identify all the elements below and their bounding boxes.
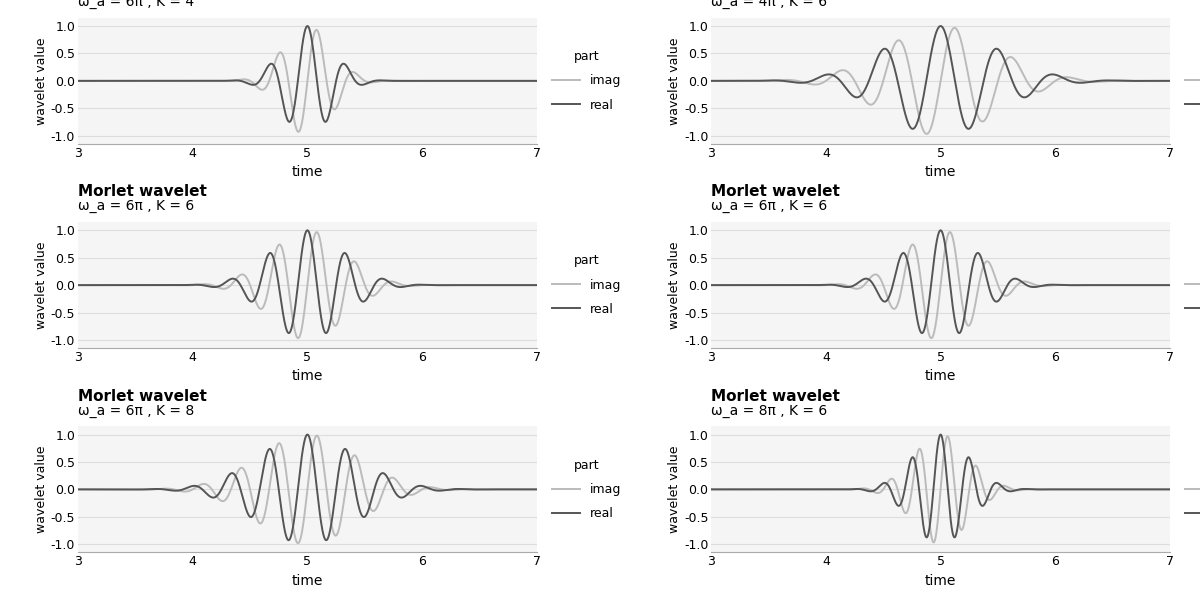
Text: Morlet wavelet: Morlet wavelet [712,388,840,404]
Text: Morlet wavelet: Morlet wavelet [712,184,840,200]
Text: Morlet wavelet: Morlet wavelet [78,388,206,404]
Text: ω_a = 6π , K = 6: ω_a = 6π , K = 6 [78,199,194,213]
X-axis label: time: time [292,369,323,384]
Text: Morlet wavelet: Morlet wavelet [78,184,206,200]
Y-axis label: wavelet value: wavelet value [35,37,48,125]
Legend: imag, real: imag, real [552,459,622,520]
X-axis label: time: time [925,165,956,179]
Text: ω_a = 6π , K = 4: ω_a = 6π , K = 4 [78,0,194,9]
Text: ω_a = 8π , K = 6: ω_a = 8π , K = 6 [712,403,828,418]
Y-axis label: wavelet value: wavelet value [668,241,682,329]
X-axis label: time: time [292,165,323,179]
Legend: imag, real: imag, real [1186,254,1200,316]
Legend: imag, real: imag, real [1186,459,1200,520]
X-axis label: time: time [292,574,323,587]
Y-axis label: wavelet value: wavelet value [35,446,48,533]
Legend: imag, real: imag, real [1186,50,1200,112]
Legend: imag, real: imag, real [552,50,622,112]
Legend: imag, real: imag, real [552,254,622,316]
Y-axis label: wavelet value: wavelet value [668,446,682,533]
X-axis label: time: time [925,574,956,587]
Text: ω_a = 4π , K = 6: ω_a = 4π , K = 6 [712,0,827,9]
X-axis label: time: time [925,369,956,384]
Y-axis label: wavelet value: wavelet value [35,241,48,329]
Text: ω_a = 6π , K = 6: ω_a = 6π , K = 6 [712,199,828,213]
Text: ω_a = 6π , K = 8: ω_a = 6π , K = 8 [78,403,194,418]
Y-axis label: wavelet value: wavelet value [668,37,682,125]
